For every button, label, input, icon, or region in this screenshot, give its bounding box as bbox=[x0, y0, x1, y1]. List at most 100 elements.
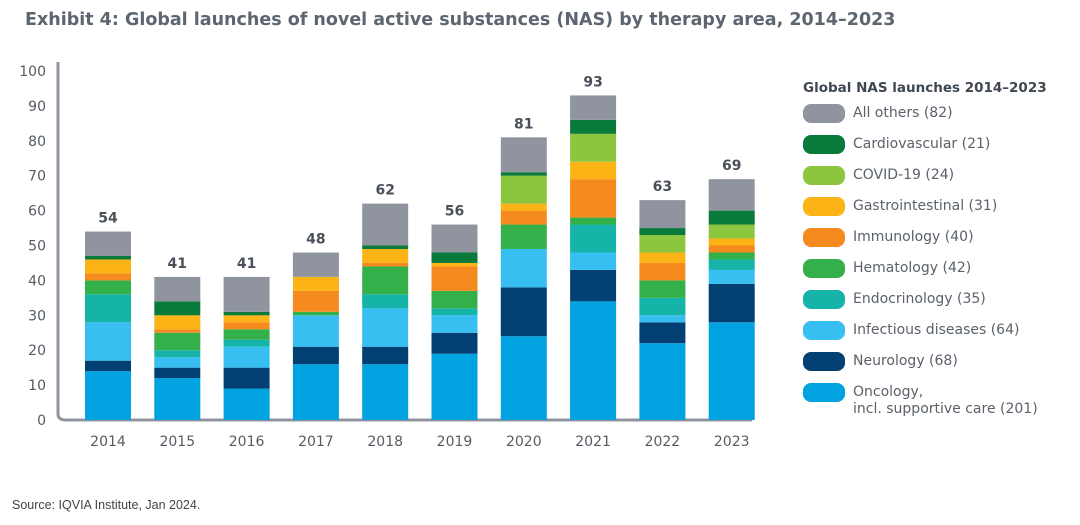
bar-segment-gastrointestinal bbox=[639, 252, 686, 263]
bar-group-2019 bbox=[431, 224, 478, 420]
y-tick-label: 20 bbox=[28, 343, 46, 359]
x-tick-label: 2015 bbox=[159, 434, 195, 450]
bar-group-2017 bbox=[292, 252, 339, 420]
bar-segment-infectious-diseases bbox=[708, 269, 755, 284]
bar-segment-gastrointestinal bbox=[362, 248, 409, 263]
bar-segment-cardiovascular bbox=[223, 311, 270, 316]
legend-title: Global NAS launches 2014–2023 bbox=[803, 80, 1047, 96]
bar-segment-oncology-incl-supportive-care bbox=[292, 364, 339, 420]
bar-segment-hematology bbox=[639, 280, 686, 298]
bar-segment-hematology bbox=[292, 311, 339, 316]
legend-item: Gastrointestinal (31) bbox=[803, 197, 1047, 228]
bar-segment-gastrointestinal bbox=[500, 203, 547, 211]
bar-total-label: 62 bbox=[375, 183, 394, 199]
y-tick-label: 40 bbox=[28, 273, 46, 289]
bar-total-label: 41 bbox=[237, 256, 256, 272]
bar-segment-oncology-incl-supportive-care bbox=[570, 301, 617, 420]
bar-segment-oncology-incl-supportive-care bbox=[362, 364, 409, 420]
bar-segment-oncology-incl-supportive-care bbox=[154, 378, 201, 420]
bar-segment-cardiovascular bbox=[708, 210, 755, 225]
bar-segment-all-others bbox=[223, 276, 270, 312]
bar-segment-gastrointestinal bbox=[154, 315, 201, 330]
bar-segment-covid-19 bbox=[708, 224, 755, 239]
bar-total-label: 69 bbox=[722, 158, 741, 174]
bar-segment-immunology bbox=[362, 262, 409, 267]
bar-segment-infectious-diseases bbox=[85, 322, 131, 361]
x-tick-label: 2020 bbox=[506, 434, 542, 450]
bars bbox=[85, 95, 755, 420]
bar-segment-endocrinology bbox=[570, 224, 617, 253]
legend-swatch bbox=[803, 135, 845, 154]
legend-item: All others (82) bbox=[803, 104, 1047, 135]
bar-segment-hematology bbox=[708, 252, 755, 260]
x-axis-ticks: 2014 2015 2016 2017 2018 2019 2020 2021 2022 2023 bbox=[90, 434, 749, 450]
bar-segment-neurology bbox=[85, 360, 131, 372]
legend-item: Infectious diseases (64) bbox=[803, 321, 1047, 352]
bar-total-label: 93 bbox=[583, 74, 602, 90]
bar-segment-gastrointestinal bbox=[223, 315, 270, 323]
bar-group-2023 bbox=[708, 179, 755, 420]
bar-segment-infectious-diseases bbox=[154, 357, 201, 368]
bar-segment-hematology bbox=[154, 332, 201, 351]
bar-segment-cardiovascular bbox=[85, 255, 131, 260]
bar-group-2014 bbox=[85, 231, 131, 420]
legend-swatch bbox=[803, 197, 845, 216]
bar-segment-oncology-incl-supportive-care bbox=[500, 336, 547, 420]
bar-segment-immunology bbox=[223, 322, 270, 330]
bar-segment-endocrinology bbox=[431, 308, 478, 316]
bar-segment-neurology bbox=[292, 346, 339, 365]
bar-group-2020 bbox=[500, 137, 547, 420]
y-tick-label: 60 bbox=[28, 204, 46, 220]
bar-segment-infectious-diseases bbox=[362, 308, 409, 347]
bar-segment-immunology bbox=[500, 210, 547, 225]
y-tick-label: 30 bbox=[28, 308, 46, 324]
bar-segment-oncology-incl-supportive-care bbox=[223, 388, 270, 420]
bar-segment-all-others bbox=[154, 276, 201, 302]
y-tick-label: 10 bbox=[28, 378, 46, 394]
stacked-bar-chart: 0 10 20 30 40 50 60 70 80 90 100 54 41 41 48 62 56 81 93 6… bbox=[19, 62, 755, 450]
legend-label: Oncology, incl. supportive care (201) bbox=[853, 384, 1038, 417]
y-tick-label: 50 bbox=[28, 239, 46, 255]
bar-segment-covid-19 bbox=[500, 175, 547, 204]
legend-label: Immunology (40) bbox=[853, 229, 974, 245]
bar-segment-cardiovascular bbox=[154, 301, 201, 316]
bar-segment-neurology bbox=[362, 346, 409, 365]
legend-item: Immunology (40) bbox=[803, 228, 1047, 259]
bar-segment-endocrinology bbox=[362, 294, 409, 309]
legend-label: COVID-19 (24) bbox=[853, 167, 955, 183]
bar-segment-cardiovascular bbox=[639, 228, 686, 236]
x-tick-label: 2018 bbox=[367, 434, 403, 450]
bar-segment-immunology bbox=[639, 262, 686, 281]
bar-segment-immunology bbox=[292, 290, 339, 312]
legend-item: Neurology (68) bbox=[803, 352, 1047, 383]
legend-swatch bbox=[803, 166, 845, 185]
bar-segment-cardiovascular bbox=[431, 252, 478, 263]
legend-item: Cardiovascular (21) bbox=[803, 135, 1047, 166]
bar-segment-hematology bbox=[85, 280, 131, 295]
bar-segment-infectious-diseases bbox=[639, 315, 686, 323]
bar-segment-hematology bbox=[570, 217, 617, 225]
legend-label: Gastrointestinal (31) bbox=[853, 198, 998, 214]
bar-segment-cardiovascular bbox=[362, 245, 409, 249]
bar-segment-neurology bbox=[431, 332, 478, 354]
bar-segment-hematology bbox=[500, 224, 547, 249]
source-note: Source: IQVIA Institute, Jan 2024. bbox=[12, 498, 201, 512]
bar-segment-endocrinology bbox=[223, 339, 270, 347]
bar-segment-all-others bbox=[570, 95, 617, 120]
bar-segment-endocrinology bbox=[708, 259, 755, 270]
bar-segment-hematology bbox=[223, 329, 270, 340]
bar-segment-all-others bbox=[362, 203, 409, 246]
legend-label: All others (82) bbox=[853, 105, 953, 121]
bar-total-label: 81 bbox=[514, 116, 533, 132]
legend-swatch bbox=[803, 352, 845, 371]
bar-segment-immunology bbox=[154, 329, 201, 333]
legend-swatch bbox=[803, 383, 845, 402]
bar-segment-gastrointestinal bbox=[431, 262, 478, 267]
y-tick-label: 0 bbox=[37, 413, 46, 429]
x-tick-label: 2021 bbox=[575, 434, 611, 450]
bar-segment-neurology bbox=[708, 283, 755, 323]
bar-segment-all-others bbox=[292, 252, 339, 277]
bar-segment-endocrinology bbox=[639, 297, 686, 316]
y-axis-ticks: 0 10 20 30 40 50 60 70 80 90 100 bbox=[19, 64, 46, 429]
bar-total-label: 56 bbox=[445, 204, 464, 220]
